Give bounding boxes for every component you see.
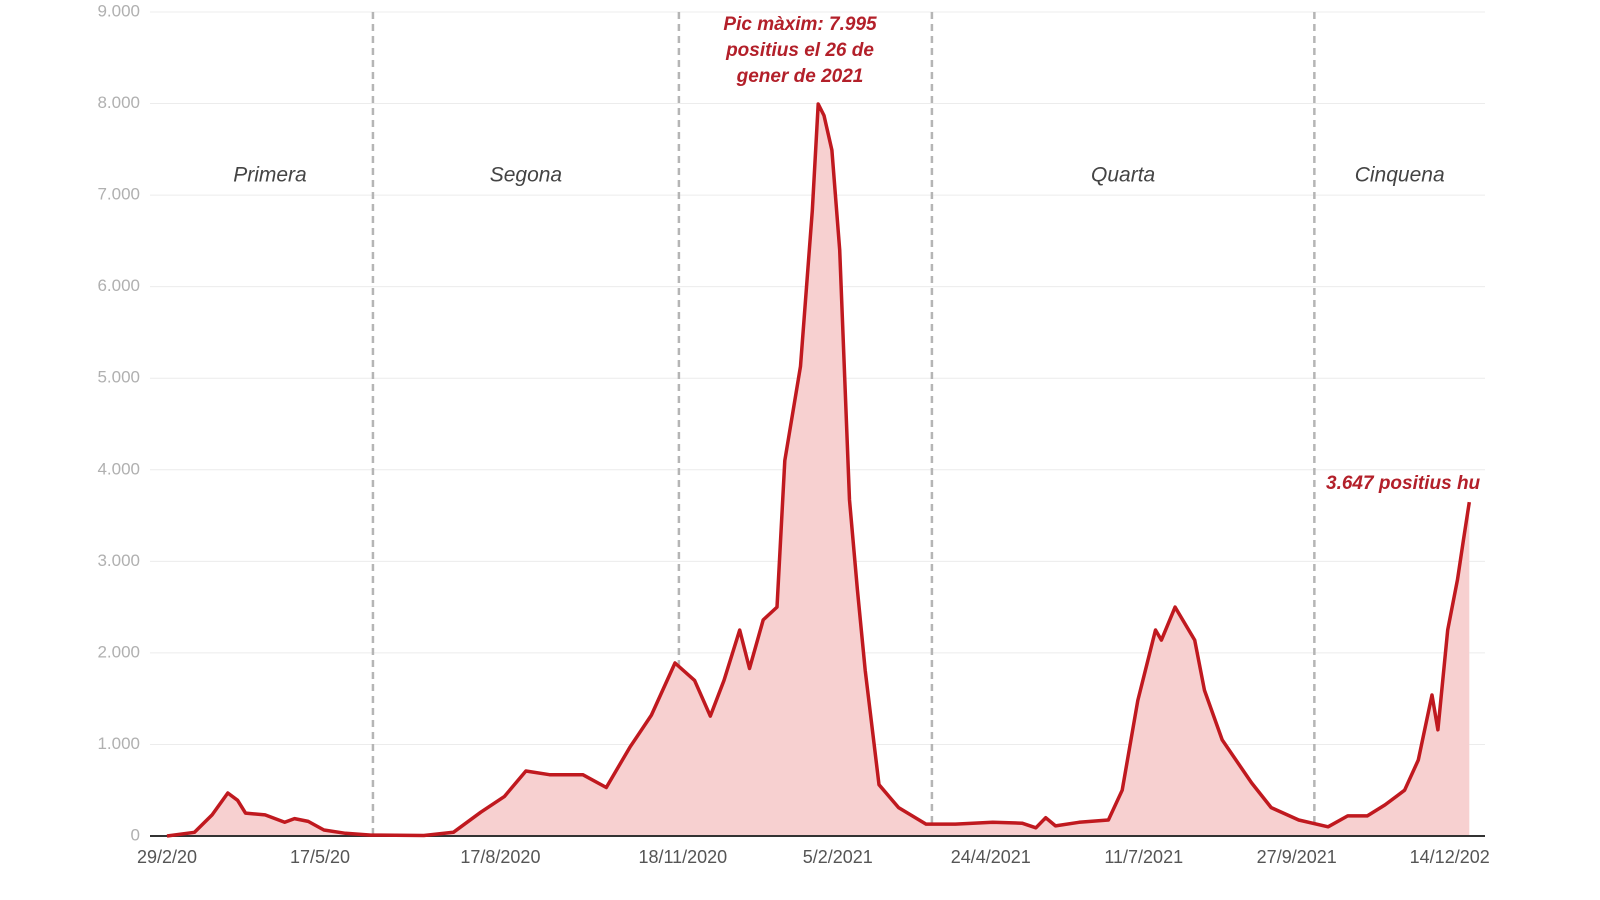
annotation: Pic màxim: 7.995 — [723, 14, 877, 35]
x-tick-label: 17/5/20 — [290, 847, 350, 867]
phase-label: Cinquena — [1355, 164, 1445, 187]
y-tick-label: 7.000 — [97, 185, 140, 204]
y-tick-label: 9.000 — [97, 1, 140, 20]
plot: 0 1.000 2.000 3.000 4.000 5.000 6.000 7.000 8.00… — [97, 1, 1489, 866]
phase-label: Quarta — [1091, 164, 1155, 187]
x-tick-label: 24/4/2021 — [951, 847, 1031, 867]
x-tick-label: 29/2/20 — [137, 847, 197, 867]
y-tick-label: 2.000 — [97, 642, 140, 661]
x-tick-label: 11/7/2021 — [1104, 847, 1183, 867]
annotation: 3.647 positius hu — [1326, 473, 1481, 494]
annotation: positius el 26 de — [725, 40, 874, 61]
phase-label: Primera — [233, 164, 307, 187]
annotation: gener de 2021 — [736, 66, 864, 87]
x-tick-label: 18/11/2020 — [638, 847, 727, 867]
area-fill — [167, 104, 1470, 836]
y-tick-label: 5.000 — [97, 368, 140, 387]
y-tick-label: 6.000 — [97, 276, 140, 295]
phase-label: Segona — [490, 164, 562, 187]
x-tick-label: 27/9/2021 — [1257, 847, 1337, 867]
x-tick-label: 14/12/202 — [1410, 847, 1490, 867]
x-tick-label: 5/2/2021 — [803, 847, 873, 867]
y-tick-label: 8.000 — [97, 93, 140, 112]
y-tick-label: 1.000 — [97, 734, 140, 753]
x-tick-label: 17/8/2020 — [460, 847, 540, 867]
y-tick-label: 4.000 — [97, 459, 140, 478]
y-tick-label: 3.000 — [97, 551, 140, 570]
y-tick-label: 0 — [131, 825, 140, 844]
area-line — [166, 102, 1472, 838]
